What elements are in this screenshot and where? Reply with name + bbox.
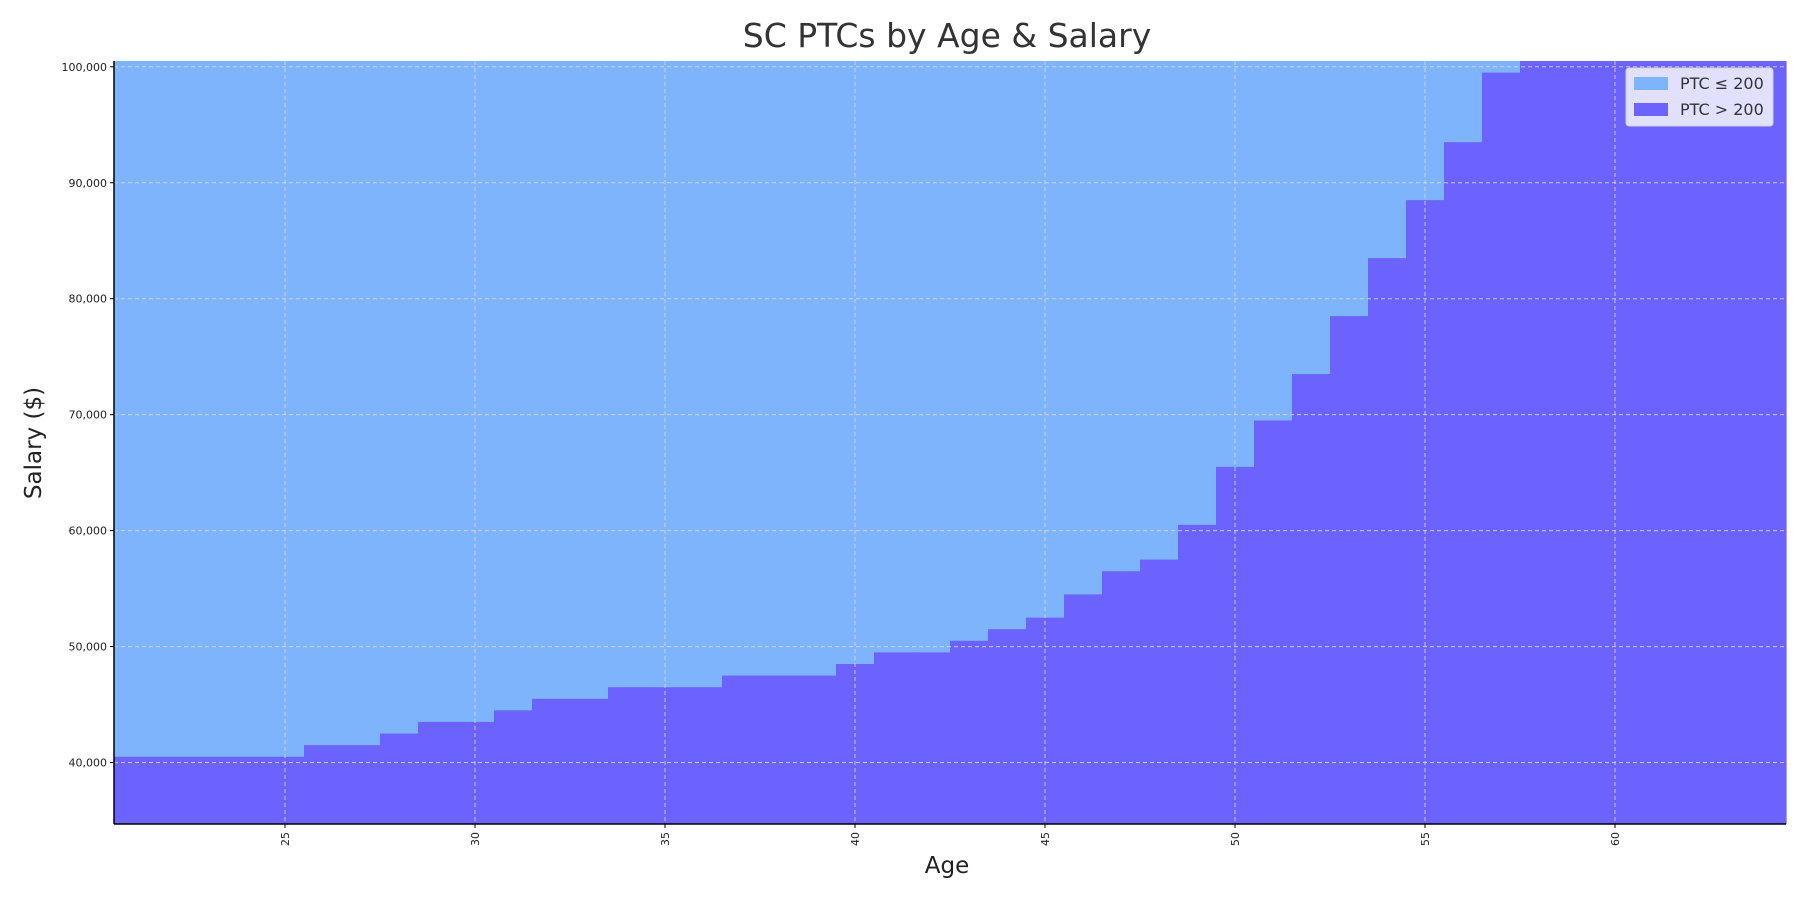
x-tick-label: 60	[1609, 832, 1622, 846]
y-tick-label: 60,000	[69, 525, 108, 538]
area-step-ptc-high	[1558, 61, 1597, 824]
x-tick-label: 25	[279, 832, 292, 846]
area-step-ptc-high	[1102, 571, 1141, 824]
area-step-ptc-high	[570, 698, 609, 824]
area-step-ptc-high	[456, 721, 495, 824]
axes: 40,000 50,000 60,000 70,000 80,000 90,000 100,…	[62, 61, 1786, 846]
x-tick-label: 45	[1039, 832, 1052, 846]
y-tick-label: 50,000	[69, 641, 108, 654]
legend-label-ptc-low: PTC ≤ 200	[1680, 74, 1764, 93]
area-step-ptc-high	[494, 710, 533, 824]
y-tick-label: 40,000	[69, 757, 108, 770]
area-step-ptc-high	[152, 756, 191, 824]
y-tick-label: 80,000	[69, 293, 108, 306]
area-step-ptc-high	[1672, 61, 1711, 824]
area-step-ptc-high	[1748, 61, 1787, 824]
area-step-ptc-high	[1444, 142, 1483, 824]
area-step-ptc-high	[760, 675, 799, 824]
grid	[114, 61, 1786, 824]
area-step-ptc-high	[798, 675, 837, 824]
x-axis-label: Age	[925, 853, 969, 879]
area-step-ptc-high	[912, 652, 951, 824]
y-tick-label: 100,000	[62, 61, 108, 74]
area-step-ptc-high	[380, 733, 419, 824]
area-step-ptc-high	[304, 745, 343, 824]
area-step-ptc-high	[1368, 258, 1407, 824]
x-tick-label: 35	[659, 832, 672, 846]
area-step-ptc-high	[1634, 61, 1673, 824]
x-tick-label: 40	[849, 832, 862, 846]
area-step-ptc-high	[1178, 524, 1217, 824]
area-step-ptc-high	[1520, 61, 1559, 824]
area-step-ptc-high	[1292, 374, 1331, 824]
x-tick-label: 50	[1229, 832, 1242, 846]
area-step-ptc-high	[342, 745, 381, 824]
area-step-ptc-high	[190, 756, 229, 824]
area-step-ptc-high	[228, 756, 267, 824]
y-tick-label: 90,000	[69, 177, 108, 190]
area-step-ptc-high	[114, 756, 153, 824]
area-step-ptc-high	[1140, 559, 1179, 824]
plot-area	[114, 61, 1787, 825]
legend-label-ptc-high: PTC > 200	[1680, 100, 1764, 119]
x-tick-label: 30	[469, 832, 482, 846]
chart-title: SC PTCs by Age & Salary	[743, 16, 1152, 55]
area-step-ptc-high	[1254, 420, 1293, 824]
area-step-ptc-high	[532, 698, 571, 824]
area-step-ptc-high	[1710, 61, 1749, 824]
area-step-ptc-high	[1482, 72, 1521, 824]
area-step-ptc-high	[1064, 594, 1103, 824]
area-step-ptc-high	[418, 721, 457, 824]
legend-swatch-ptc-high	[1634, 103, 1668, 116]
x-tick-label: 55	[1419, 832, 1432, 846]
area-step-ptc-high	[608, 687, 647, 824]
y-tick-label: 70,000	[69, 409, 108, 422]
legend-swatch-ptc-low	[1634, 77, 1668, 90]
area-step-ptc-high	[874, 652, 913, 824]
area-step-ptc-high	[1330, 316, 1369, 824]
area-step-ptc-high	[950, 640, 989, 824]
area-step-ptc-high	[684, 687, 723, 824]
y-axis-label: Salary ($)	[21, 387, 47, 499]
area-step-ptc-high	[722, 675, 761, 824]
legend: PTC ≤ 200 PTC > 200	[1625, 67, 1774, 127]
area-step-ptc-high	[988, 629, 1027, 824]
